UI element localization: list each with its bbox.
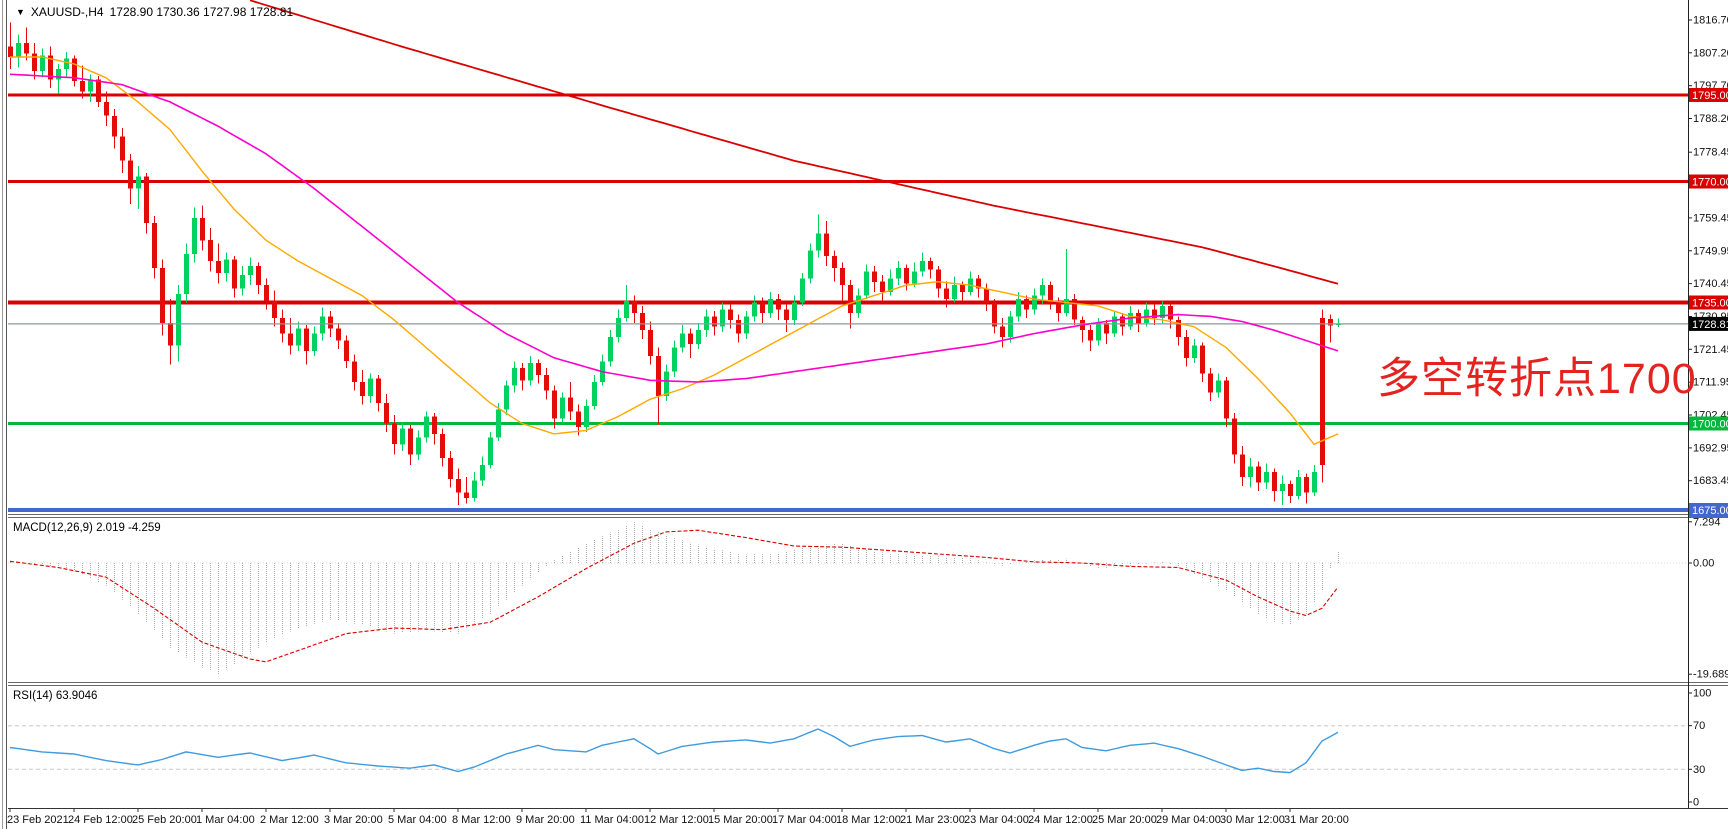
svg-text:1 Mar 04:00: 1 Mar 04:00: [196, 814, 255, 826]
svg-text:1683.45: 1683.45: [1693, 475, 1728, 487]
svg-text:23 Mar 04:00: 23 Mar 04:00: [964, 814, 1029, 826]
macd-axis[interactable]: 7.294 0.00 -19.689: [1688, 516, 1728, 681]
svg-text:1778.45: 1778.45: [1693, 147, 1728, 159]
svg-text:1759.45: 1759.45: [1693, 212, 1728, 224]
svg-text:1692.95: 1692.95: [1693, 442, 1728, 454]
svg-text:1807.20: 1807.20: [1693, 47, 1728, 59]
svg-text:18 Mar 12:00: 18 Mar 12:00: [836, 814, 901, 826]
svg-text:0: 0: [1693, 797, 1699, 809]
macd-indicator-label: MACD(12,26,9) 2.019 -4.259: [13, 522, 161, 534]
svg-text:1788.20: 1788.20: [1693, 113, 1728, 125]
svg-text:7.294: 7.294: [1693, 516, 1721, 528]
svg-text:21 Mar 23:00: 21 Mar 23:00: [900, 814, 965, 826]
svg-text:23 Feb 2021: 23 Feb 2021: [7, 814, 69, 826]
svg-text:1749.95: 1749.95: [1693, 245, 1728, 257]
svg-text:25 Feb 20:00: 25 Feb 20:00: [132, 814, 197, 826]
svg-text:11 Mar 04:00: 11 Mar 04:00: [580, 814, 644, 826]
symbol-period-label: XAUUSD-,H4: [30, 5, 104, 19]
svg-text:2 Mar 12:00: 2 Mar 12:00: [260, 814, 319, 826]
svg-text:9 Mar 20:00: 9 Mar 20:00: [516, 814, 575, 826]
ma-fast-orange: [10, 56, 1339, 446]
rsi-panel[interactable]: [8, 725, 1688, 774]
svg-text:1721.45: 1721.45: [1693, 344, 1728, 356]
symbol-dropdown-icon[interactable]: ▼: [16, 7, 25, 17]
svg-text:1770.00: 1770.00: [1692, 177, 1728, 189]
svg-text:12 Mar 12:00: 12 Mar 12:00: [644, 814, 709, 826]
svg-text:1816.70: 1816.70: [1693, 15, 1728, 27]
svg-text:0.00: 0.00: [1693, 558, 1714, 570]
rsi-line: [9, 728, 1339, 774]
svg-text:25 Mar 20:00: 25 Mar 20:00: [1092, 814, 1157, 826]
rsi-axis[interactable]: 100 70 30 0: [1688, 688, 1711, 809]
svg-text:15 Mar 20:00: 15 Mar 20:00: [708, 814, 773, 826]
chart-text-annotation[interactable]: 多空转折点1700: [1377, 355, 1697, 403]
svg-text:1740.45: 1740.45: [1693, 278, 1728, 290]
macd-panel[interactable]: [8, 521, 1688, 675]
svg-text:3 Mar 20:00: 3 Mar 20:00: [324, 814, 383, 826]
svg-text:24 Mar 12:00: 24 Mar 12:00: [1028, 814, 1093, 826]
svg-text:1675.00: 1675.00: [1692, 505, 1728, 517]
svg-text:100: 100: [1693, 688, 1711, 700]
svg-text:24 Feb 12:00: 24 Feb 12:00: [68, 814, 133, 826]
svg-text:8 Mar 12:00: 8 Mar 12:00: [452, 814, 511, 826]
panel-dividers[interactable]: [8, 0, 1728, 809]
price-level-badges: 1795.00 1770.00 1735.00 1700.00 1675.00 …: [1689, 88, 1728, 517]
svg-text:70: 70: [1693, 720, 1705, 732]
ma-slow-red: [249, 0, 1339, 285]
quote-line: ▼ XAUUSD-,H4 1728.90 1730.36 1727.98 172…: [16, 5, 293, 19]
window-left-edge: [2, 0, 7, 829]
svg-text:30: 30: [1693, 764, 1705, 776]
svg-text:1735.00: 1735.00: [1692, 298, 1728, 310]
svg-text:1795.00: 1795.00: [1692, 90, 1728, 102]
ma-mid-magenta: [9, 73, 1339, 383]
svg-text:-19.689: -19.689: [1693, 669, 1728, 681]
rsi-indicator-label: RSI(14) 63.9046: [13, 690, 98, 702]
svg-text:1700.00: 1700.00: [1692, 419, 1728, 431]
macd-signal-line: [9, 529, 1339, 663]
svg-text:30 Mar 12:00: 30 Mar 12:00: [1220, 814, 1285, 826]
svg-text:29 Mar 04:00: 29 Mar 04:00: [1156, 814, 1221, 826]
svg-text:31 Mar 20:00: 31 Mar 20:00: [1284, 814, 1349, 826]
svg-text:5 Mar 04:00: 5 Mar 04:00: [388, 814, 447, 826]
svg-text:1728.81: 1728.81: [1692, 319, 1728, 331]
svg-text:1711.95: 1711.95: [1693, 377, 1728, 389]
svg-text:17 Mar 04:00: 17 Mar 04:00: [772, 814, 837, 826]
time-axis[interactable]: 23 Feb 2021 24 Feb 12:00 25 Feb 20:00 1 …: [7, 808, 1349, 826]
quote-ohlc-values: 1728.90 1730.36 1727.98 1728.81: [109, 5, 294, 19]
